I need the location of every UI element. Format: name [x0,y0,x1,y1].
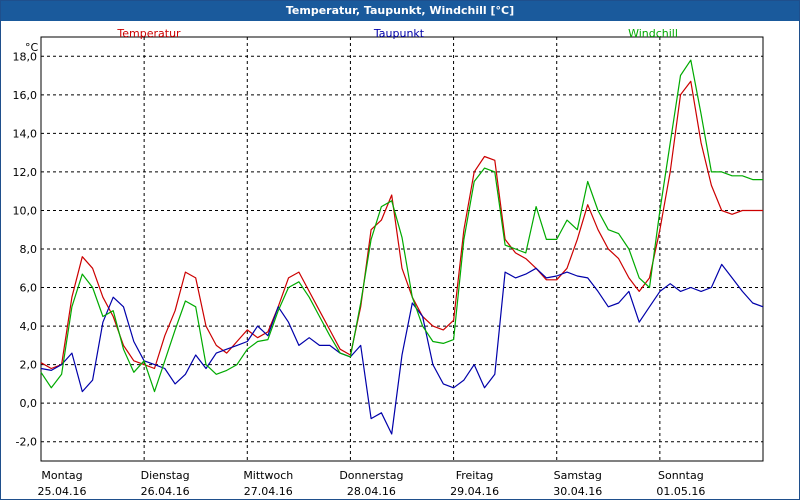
y-tick-label: 2,0 [20,359,38,372]
series-line-temperatur [40,80,763,370]
legend-temperatur: Temperatur [116,27,181,40]
legend-taupunkt: Taupunkt [373,27,425,40]
chart-title: Temperatur, Taupunkt, Windchill [°C] [1,1,799,21]
x-tick-date: 25.04.16 [38,485,87,498]
y-tick-labels: 18,0 16,0 14,0 12,0 10,0 8,0 6,0 4,0 2,0 0,0 -2,0 [13,50,38,448]
x-tick-labels: Montag 25.04.16 Dienstag 26.04.16 Mittwoch 27… [38,469,706,498]
y-tick-label: 18,0 [13,50,38,63]
series-lines [40,59,764,435]
x-tick-weekday: Donnerstag [339,469,403,482]
x-tick-date: 28.04.16 [347,485,396,498]
x-tick-date: 27.04.16 [244,485,293,498]
y-tick-label: 16,0 [13,89,38,102]
x-tick-date: 01.05.16 [656,485,705,498]
legend-windchill: Windchill [628,27,678,40]
y-tick-label: 0,0 [20,397,38,410]
y-tick-label: 14,0 [13,127,38,140]
x-tick-date: 26.04.16 [141,485,190,498]
x-tick-weekday: Montag [41,469,82,482]
series-line-taupunkt [40,263,764,435]
x-tick-date: 29.04.16 [450,485,499,498]
y-tick-label: 10,0 [13,204,38,217]
y-tick-label: 8,0 [20,243,38,256]
y-tick-label: 12,0 [13,166,38,179]
x-tick-weekday: Samstag [554,469,602,482]
y-tick-label: 4,0 [20,320,38,333]
x-tick-weekday: Mittwoch [243,469,293,482]
y-tick-label: 6,0 [20,282,38,295]
x-tick-date: 30.04.16 [553,485,602,498]
x-tick-weekday: Sonntag [658,469,704,482]
series-line-windchill [40,59,763,393]
y-tick-label: -2,0 [16,436,37,449]
x-tick-weekday: Freitag [456,469,494,482]
chart-svg: 18,016,014,012,010,08,06,04,02,00,0-2,0 … [13,27,764,498]
y-axis-unit: °C [25,41,39,54]
x-tick-weekday: Dienstag [141,469,190,482]
